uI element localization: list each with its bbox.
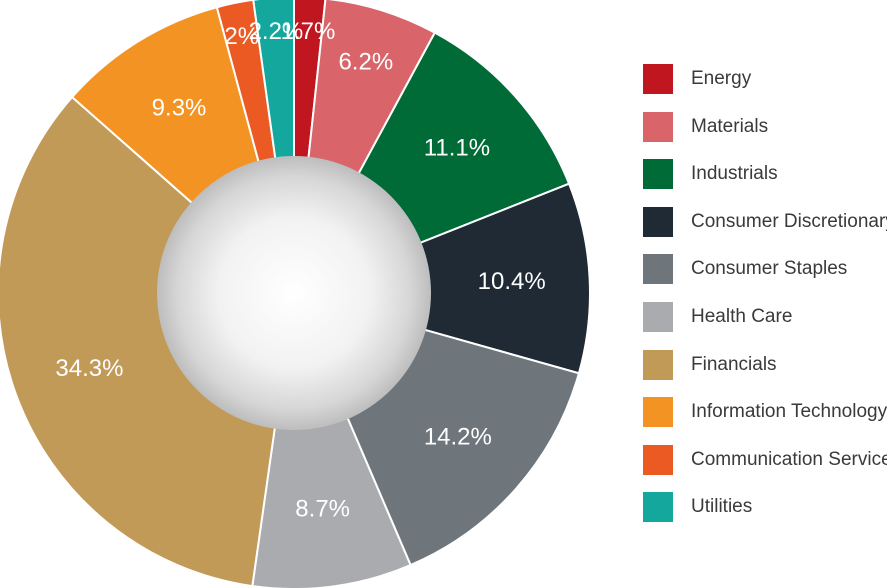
slice-label-information-technology: 9.3%: [152, 94, 207, 121]
legend-label: Communication Services: [691, 448, 887, 470]
legend-label: Information Technology: [691, 401, 887, 423]
legend-swatch: [643, 444, 673, 475]
legend-item-consumer-discretionary: Consumer Discretionary: [643, 206, 887, 255]
slice-label-materials: 6.2%: [338, 48, 393, 75]
legend-label: Health Care: [691, 305, 793, 327]
legend-label: Energy: [691, 68, 752, 89]
slice-label-communication-services: 2%: [224, 23, 259, 50]
legend-item-energy: Energy: [643, 64, 887, 112]
slice-labels: 1.7%6.2% 11.1% 10.4% 14.2% 8.7% 34.3% 9.3% 2%2.…: [55, 18, 545, 523]
legend-label: Financials: [691, 353, 777, 375]
legend-swatch: [643, 206, 673, 237]
slice-financials: [0, 95, 296, 588]
legend: Energy Materials Industrials Consumer Discr…: [643, 64, 887, 540]
legend-swatch: [643, 397, 673, 428]
legend-swatch: [643, 159, 673, 190]
slice-label-health-care: 8.7%: [295, 496, 350, 523]
legend-item-health-care: Health Care: [643, 301, 887, 350]
legend-label: Utilities: [691, 496, 753, 518]
legend-swatch: [643, 349, 673, 380]
legend-item-information-technology: Information Technology: [643, 397, 887, 445]
legend-item-consumer-staples: Consumer Staples: [643, 254, 887, 302]
legend-swatch: [643, 254, 673, 285]
legend-swatch: [643, 64, 673, 94]
legend-swatch: [643, 111, 673, 142]
slice-consumer-discretionary: [290, 182, 591, 375]
legend-swatch: [643, 301, 673, 332]
legend-item-financials: Financials: [643, 349, 887, 398]
donut-hole: [157, 156, 431, 430]
legend-swatch: [643, 492, 673, 523]
slice-label-industrials: 11.1%: [424, 135, 490, 162]
slice-label-financials: 34.3%: [55, 355, 123, 382]
slice-label-consumer-discretionary: 10.4%: [478, 268, 546, 295]
legend-item-communication-services: Communication Services: [643, 444, 887, 493]
legend-label: Consumer Discretionary: [691, 210, 887, 232]
legend-item-materials: Materials: [643, 111, 887, 160]
legend-label: Consumer Staples: [691, 258, 848, 280]
slice-label-utilities: 2.2%: [249, 18, 304, 45]
slice-label-consumer-staples: 14.2%: [424, 423, 492, 450]
slice-label-energy: 1.7%: [281, 18, 336, 45]
legend-item-utilities: Utilities: [643, 492, 887, 540]
legend-label: Materials: [691, 115, 769, 137]
legend-item-industrials: Industrials: [643, 159, 887, 207]
legend-label: Industrials: [691, 163, 778, 185]
